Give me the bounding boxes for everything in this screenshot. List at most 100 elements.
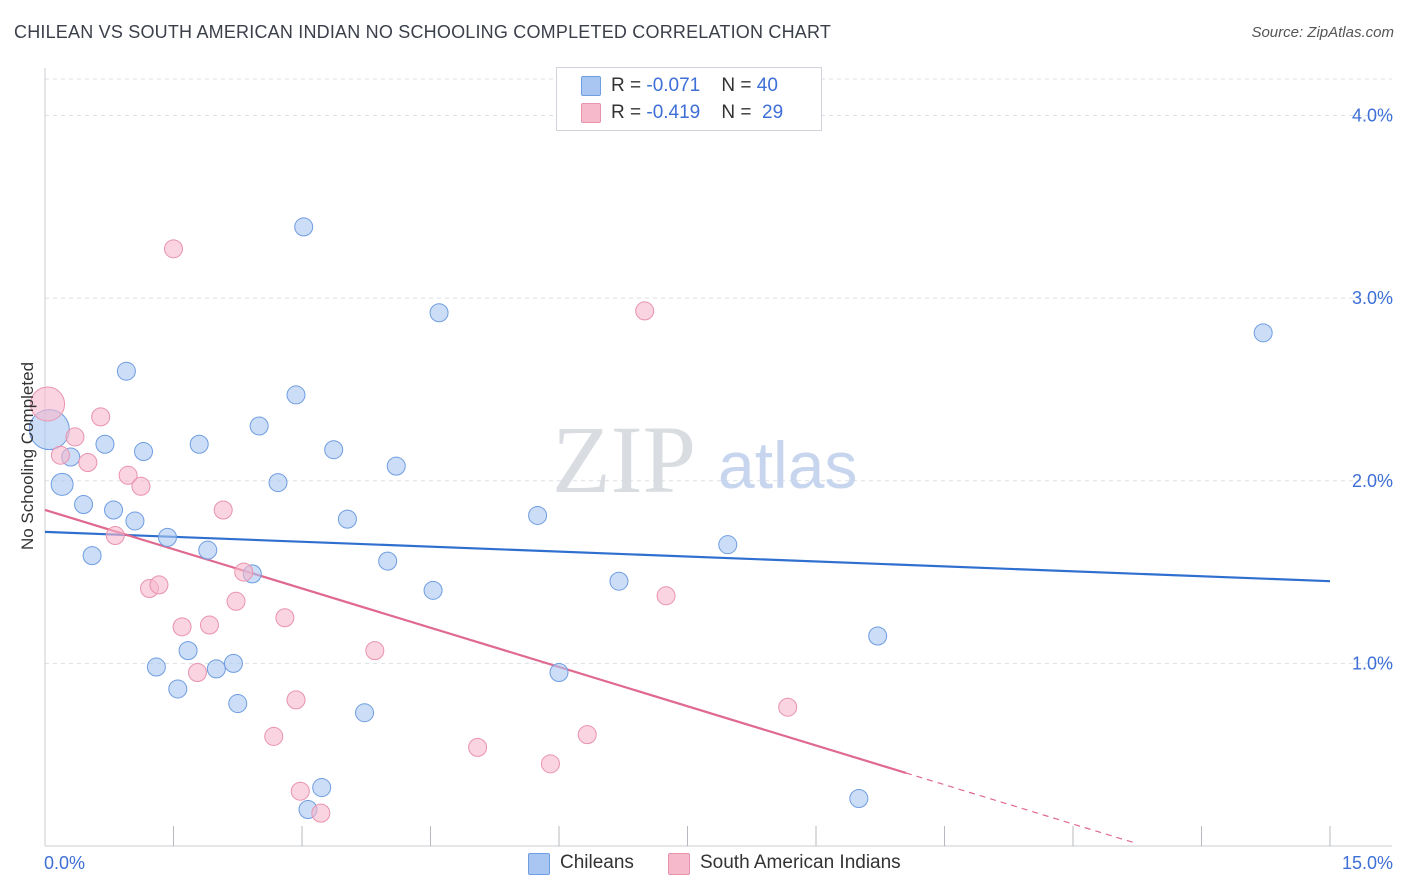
point-chileans [324,440,344,460]
point-south-american-indians [78,453,98,472]
n-label: N = [721,75,757,96]
trend-line-extension-south-american-indians [905,772,1134,843]
y-axis-label: No Schooling Completed [18,361,37,551]
y-tick-label: 4.0% [1352,106,1393,126]
point-chileans [549,663,569,683]
n-value: 40 [756,75,778,96]
point-south-american-indians [365,641,385,661]
point-chileans [206,659,226,679]
point-chileans [849,789,869,809]
point-south-american-indians [656,586,676,606]
chart-title: CHILEAN VS SOUTH AMERICAN INDIAN NO SCHO… [14,22,832,42]
point-chileans [228,694,248,714]
point-chileans [95,434,115,454]
point-chileans [223,653,243,673]
point-chileans [146,657,166,677]
point-south-american-indians [30,386,66,422]
point-chileans [609,571,629,591]
point-south-american-indians [264,726,284,746]
point-south-american-indians [635,301,655,321]
y-tick-label: 3.0% [1352,288,1393,308]
point-chileans [125,511,145,531]
point-south-american-indians [105,526,125,546]
point-south-american-indians [311,803,331,823]
point-chileans [268,473,288,493]
point-south-american-indians [226,591,246,611]
trend-lines [44,508,1331,843]
point-south-american-indians [149,575,169,595]
point-south-american-indians [577,725,597,745]
point-chileans [386,456,406,476]
source-label: Source: ZipAtlas.com [1251,24,1394,41]
point-south-american-indians [50,445,70,465]
point-chileans [286,385,306,405]
point-south-american-indians [91,407,111,427]
n-value: 29 [762,102,784,123]
point-chileans [178,641,198,661]
point-south-american-indians [187,663,207,683]
point-chileans [355,703,375,723]
point-south-american-indians [213,500,233,520]
point-south-american-indians [540,754,560,774]
r-value: -0.419 [646,102,701,123]
legend-label-south-american-indians: South American Indians [700,852,901,873]
point-chileans [168,679,188,699]
point-chileans [294,217,314,237]
legend-swatch-south-american-indians [668,853,690,875]
point-south-american-indians [290,781,310,801]
point-chileans [378,551,398,571]
watermark-atlas: atlas [718,428,857,502]
legend-swatch-south-american-indians [581,103,601,123]
point-chileans [158,527,178,547]
point-chileans [189,434,209,454]
x-tick-label: 15.0% [1342,853,1393,873]
data-points [28,217,1273,823]
point-chileans [82,546,102,566]
point-chileans [718,535,738,555]
point-south-american-indians [778,697,798,717]
legend-stats-south-american-indians: R = -0.419 N = 29 [611,102,783,124]
point-south-american-indians [286,690,306,710]
point-chileans [116,361,136,381]
correlation-legend: R = -0.071 N = 40 R = -0.419 N = 29 [556,67,822,131]
point-south-american-indians [199,615,219,635]
point-south-american-indians [234,562,254,582]
r-label: R = [611,75,647,96]
r-label: R = [611,102,647,123]
point-south-american-indians [65,427,85,447]
tick-labels: 1.0% 2.0% 3.0% 4.0% 0.0% 15.0% [44,106,1393,873]
point-chileans [104,500,124,520]
watermark: ZIP atlas [552,406,857,513]
point-chileans [423,580,443,600]
point-south-american-indians [275,608,295,628]
point-chileans [50,472,74,496]
trend-line-chileans [44,530,1331,583]
point-chileans [868,626,888,646]
legend-swatch-chileans [581,76,601,96]
legend-label-chileans: Chileans [560,852,634,873]
legend-stats-chileans: R = -0.071 N = 40 [611,75,778,97]
n-label: N = [721,102,757,123]
point-chileans [312,778,332,798]
point-south-american-indians [164,239,183,259]
point-south-american-indians [468,737,488,757]
point-chileans [337,509,357,529]
point-south-american-indians [118,465,138,485]
point-chileans [134,442,154,462]
x-tick-label: 0.0% [44,853,85,873]
point-chileans [1253,323,1273,343]
point-chileans [198,540,218,560]
point-south-american-indians [172,617,192,637]
point-chileans [249,416,269,436]
y-tick-label: 1.0% [1352,653,1393,673]
point-south-american-indians [131,476,151,496]
point-chileans [74,495,94,515]
legend-swatch-chileans [528,853,550,875]
trend-line-south-american-indians [44,508,907,775]
y-tick-label: 2.0% [1352,471,1393,491]
axes [44,68,1392,847]
point-chileans [429,303,449,323]
point-chileans [528,505,548,525]
watermark-zip: ZIP [552,406,696,513]
